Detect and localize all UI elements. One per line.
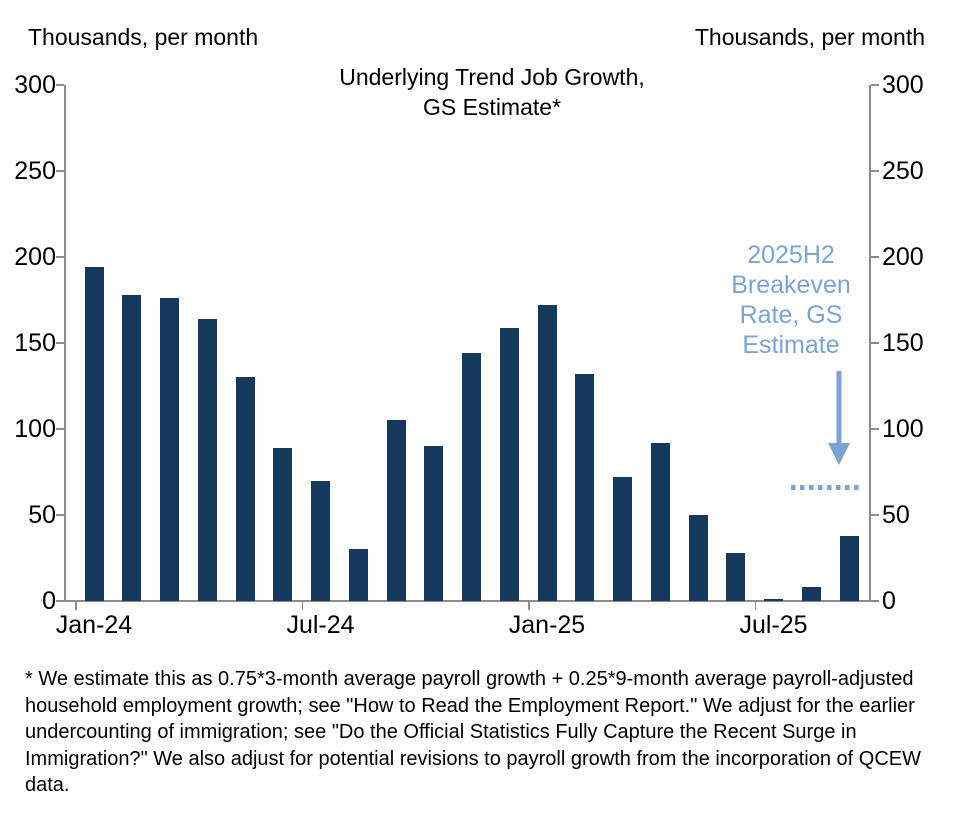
x-tick-jul-25 [754,601,757,610]
x-tick-jan-25 [528,601,530,610]
y-axis-label-right: 150 [882,329,924,357]
chart-title-line-2: GS Estimate* [422,94,562,120]
bar-jan-24 [84,267,104,601]
bar-mar-25 [613,477,632,601]
bar-jan-25 [537,305,557,601]
bar-apr-24 [197,318,217,601]
y-axis-label-right: 300 [882,71,924,99]
annotation-line-3: Rate, GS [739,301,843,329]
x-axis-label-jul-24: Jul-24 [286,611,355,639]
annotation-line-2: Breakeven [731,271,851,299]
bar-jul-24 [311,480,330,601]
down-arrow-icon [828,371,850,465]
bar-nov-24 [462,353,481,601]
bar-aug-25 [801,587,821,601]
y-axis-right-spine [869,85,871,602]
bar-jun-24 [273,447,293,601]
y-tick-right [871,600,879,602]
x-axis-label-jan-25: Jan-25 [508,611,586,639]
y-tick-right [871,256,879,258]
bar-sep-25 [839,535,859,601]
bar-jul-25 [764,599,783,601]
y-axis-label-left: 0 [42,587,56,615]
y-tick-left [56,600,64,602]
annotation-line-1: 2025H2 [747,241,835,269]
chart-title: Underlying Trend Job Growth, GS Estimate… [242,62,742,122]
bar-oct-24 [424,446,444,601]
x-axis-line [64,600,878,602]
y-axis-label-left: 250 [14,157,56,185]
y-tick-left [56,170,64,172]
y-axis-label-right: 250 [882,157,924,185]
y-axis-label-left: 100 [14,415,56,443]
chart-title-line-1: Underlying Trend Job Growth, [339,64,645,90]
bar-sep-24 [386,420,406,601]
left-axis-unit-title: Thousands, per month [28,24,259,50]
right-axis-unit-title: Thousands, per month [694,24,925,50]
x-tick-jan-24 [75,601,77,610]
y-tick-right [871,342,879,344]
y-tick-left [56,84,64,86]
y-tick-right [871,428,879,430]
y-axis-label-right: 0 [882,587,896,615]
breakeven-annotation: 2025H2 Breakeven Rate, GS Estimate [716,240,866,360]
y-axis-label-left: 200 [14,243,56,271]
y-axis-label-left: 50 [28,501,56,529]
y-axis-label-left: 300 [14,71,56,99]
y-axis-label-right: 50 [882,501,910,529]
bar-feb-24 [122,294,142,601]
x-tick-jul-24 [301,601,304,610]
y-axis-label-right: 100 [882,415,924,443]
bar-mar-24 [160,298,179,601]
y-axis-left-spine [64,85,66,602]
bar-aug-24 [348,549,368,601]
annotation-line-4: Estimate [742,331,840,359]
breakeven-dotted-line [791,484,863,490]
x-axis-label-jan-24: Jan-24 [55,611,133,639]
bar-feb-25 [575,373,595,601]
y-axis-label-right: 200 [882,243,924,271]
y-axis-label-left: 150 [14,329,56,357]
y-tick-left [56,514,64,516]
bar-may-24 [235,377,255,601]
y-tick-right [871,170,879,172]
y-tick-left [56,256,64,258]
y-tick-left [56,428,64,430]
x-axis-label-jul-25: Jul-25 [739,611,808,639]
y-tick-left [56,342,64,344]
bar-jun-25 [726,552,746,601]
bar-may-25 [688,515,708,601]
y-tick-right [871,514,879,516]
footnote: * We estimate this as 0.75*3-month avera… [25,668,922,796]
bar-dec-24 [499,327,519,601]
bar-apr-25 [650,442,670,601]
y-tick-right [871,84,879,86]
